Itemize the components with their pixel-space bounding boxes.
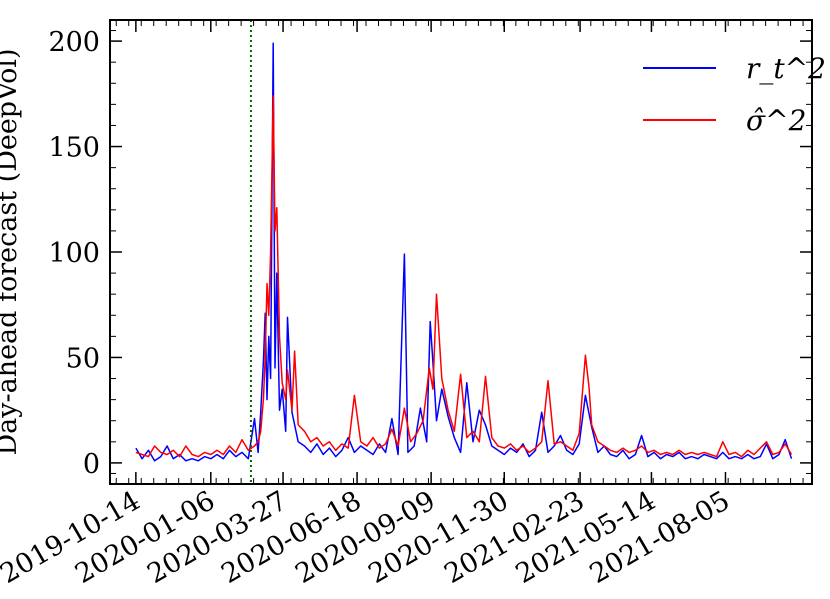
y-axis-label: Day-ahead forecast (DeepVol) [0,48,23,455]
series-line-1 [135,95,793,458]
legend: r_t^2 σ̂^2 [643,52,826,137]
y-tick-label: 200 [48,27,100,58]
plot-frame [109,19,813,485]
y-tick-label: 100 [48,238,100,269]
legend-label-1: σ̂^2 [746,104,806,137]
series-layer [135,42,793,462]
y-tick-label: 150 [48,133,100,164]
legend-label-0: r_t^2 [746,52,826,85]
series-line-0 [135,42,793,462]
ticks-layer [110,20,812,484]
y-tick-label: 0 [83,449,100,480]
y-tick-label: 50 [66,343,100,374]
